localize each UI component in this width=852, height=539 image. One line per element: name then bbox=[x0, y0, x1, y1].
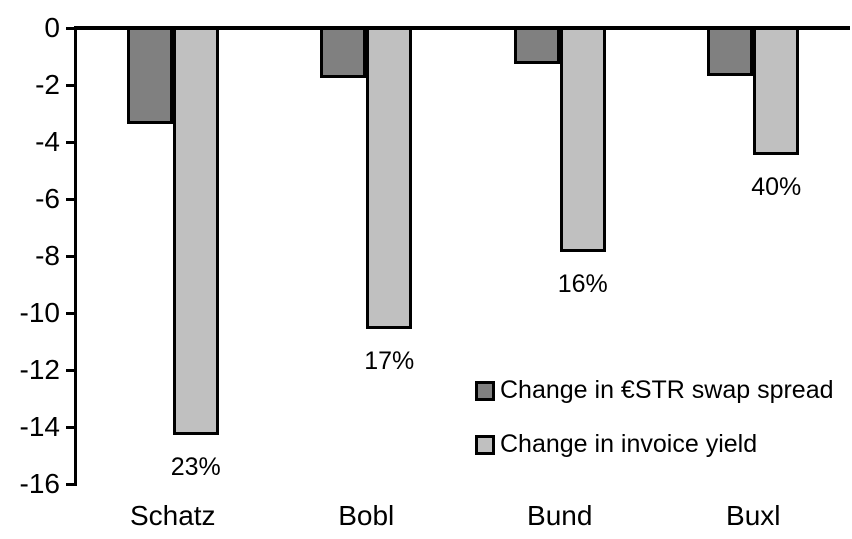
y-tick-mark bbox=[66, 254, 76, 258]
y-tick-label: -14 bbox=[19, 411, 60, 442]
y-tick-mark bbox=[66, 311, 76, 315]
bar-percent-label: 23% bbox=[170, 452, 221, 481]
y-tick-mark bbox=[66, 368, 76, 372]
y-tick-label: -4 bbox=[35, 126, 60, 157]
legend-label: Change in €STR swap spread bbox=[500, 376, 834, 404]
y-tick-mark bbox=[66, 26, 76, 30]
category-label-bund: Bund bbox=[527, 500, 593, 531]
y-tick-label: -16 bbox=[19, 468, 60, 499]
y-tick-mark bbox=[66, 482, 76, 486]
bar-swap-spread-bobl bbox=[320, 26, 367, 79]
bar-swap-spread-schatz bbox=[126, 26, 173, 125]
y-axis-line bbox=[74, 26, 77, 486]
bar-invoice-yield-buxl bbox=[753, 26, 800, 156]
category-label-schatz: Schatz bbox=[129, 500, 216, 531]
category-label-buxl: Buxl bbox=[726, 500, 781, 531]
bar-invoice-yield-schatz bbox=[172, 26, 219, 435]
y-tick-label: -8 bbox=[35, 240, 60, 271]
legend-swatch-icon bbox=[475, 434, 495, 455]
bar-swap-spread-bund bbox=[513, 26, 560, 65]
category-label-bobl: Bobl bbox=[338, 500, 395, 531]
legend-item-swap-spread: Change in €STR swap spread bbox=[475, 378, 834, 403]
bar-percent-label: 40% bbox=[751, 173, 802, 202]
y-tick-label: -2 bbox=[35, 69, 60, 100]
bar-swap-spread-buxl bbox=[707, 26, 754, 76]
y-tick-label: 0 bbox=[44, 12, 60, 43]
y-tick-mark bbox=[66, 140, 76, 144]
y-tick-label: -12 bbox=[19, 354, 60, 385]
y-tick-mark bbox=[66, 197, 76, 201]
bar-percent-label: 16% bbox=[557, 270, 608, 299]
zero-baseline bbox=[74, 26, 850, 30]
bar-invoice-yield-bobl bbox=[366, 26, 413, 330]
y-tick-mark bbox=[66, 425, 76, 429]
y-tick-label: -10 bbox=[19, 297, 60, 328]
legend-label: Change in invoice yield bbox=[500, 430, 758, 458]
bar-invoice-yield-bund bbox=[559, 26, 606, 253]
y-tick-label: -6 bbox=[35, 183, 60, 214]
legend-swatch-icon bbox=[475, 380, 495, 401]
y-tick-mark bbox=[66, 83, 76, 87]
legend-item-invoice-yield: Change in invoice yield bbox=[475, 432, 757, 457]
bar-percent-label: 17% bbox=[364, 347, 415, 376]
